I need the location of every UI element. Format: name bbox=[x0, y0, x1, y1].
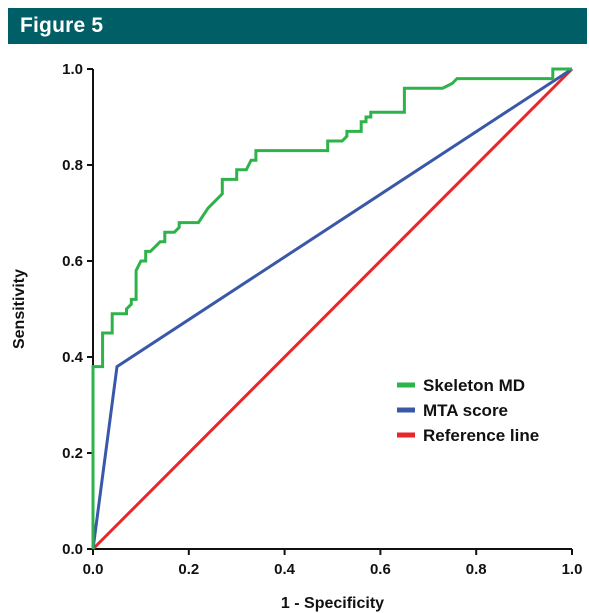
y-tick-label: 0.4 bbox=[62, 349, 84, 366]
y-tick-label: 0.8 bbox=[62, 157, 83, 174]
series-line-skeleton-md bbox=[91, 67, 572, 549]
x-tick-label: 0.8 bbox=[466, 561, 487, 578]
x-tick-label: 0.6 bbox=[370, 561, 391, 578]
y-tick-label: 0.6 bbox=[62, 253, 83, 270]
x-tick-label: 1.0 bbox=[562, 561, 583, 578]
figure-title: Figure 5 bbox=[20, 14, 104, 37]
legend-label-reference-line: Reference line bbox=[423, 426, 539, 445]
x-tick-label: 0.0 bbox=[83, 561, 104, 578]
x-tick-label: 0.4 bbox=[274, 561, 296, 578]
y-tick-label: 0.0 bbox=[62, 541, 83, 558]
y-tick-label: 0.2 bbox=[62, 445, 83, 462]
series-line-mta-score bbox=[91, 67, 573, 550]
figure-header: Figure 5 bbox=[8, 8, 587, 44]
x-tick-label: 0.2 bbox=[178, 561, 199, 578]
x-axis-label: 1 - Specificity bbox=[281, 595, 384, 612]
series-layer bbox=[91, 67, 574, 551]
legend-label-skeleton-md: Skeleton MD bbox=[423, 376, 525, 395]
y-axis-label: Sensitivity bbox=[11, 269, 28, 349]
legend-label-mta-score: MTA score bbox=[423, 401, 508, 420]
legend: Skeleton MD MTA score Reference line bbox=[397, 376, 539, 445]
series-line-reference-line bbox=[91, 67, 574, 551]
y-tick-label: 1.0 bbox=[62, 61, 83, 78]
